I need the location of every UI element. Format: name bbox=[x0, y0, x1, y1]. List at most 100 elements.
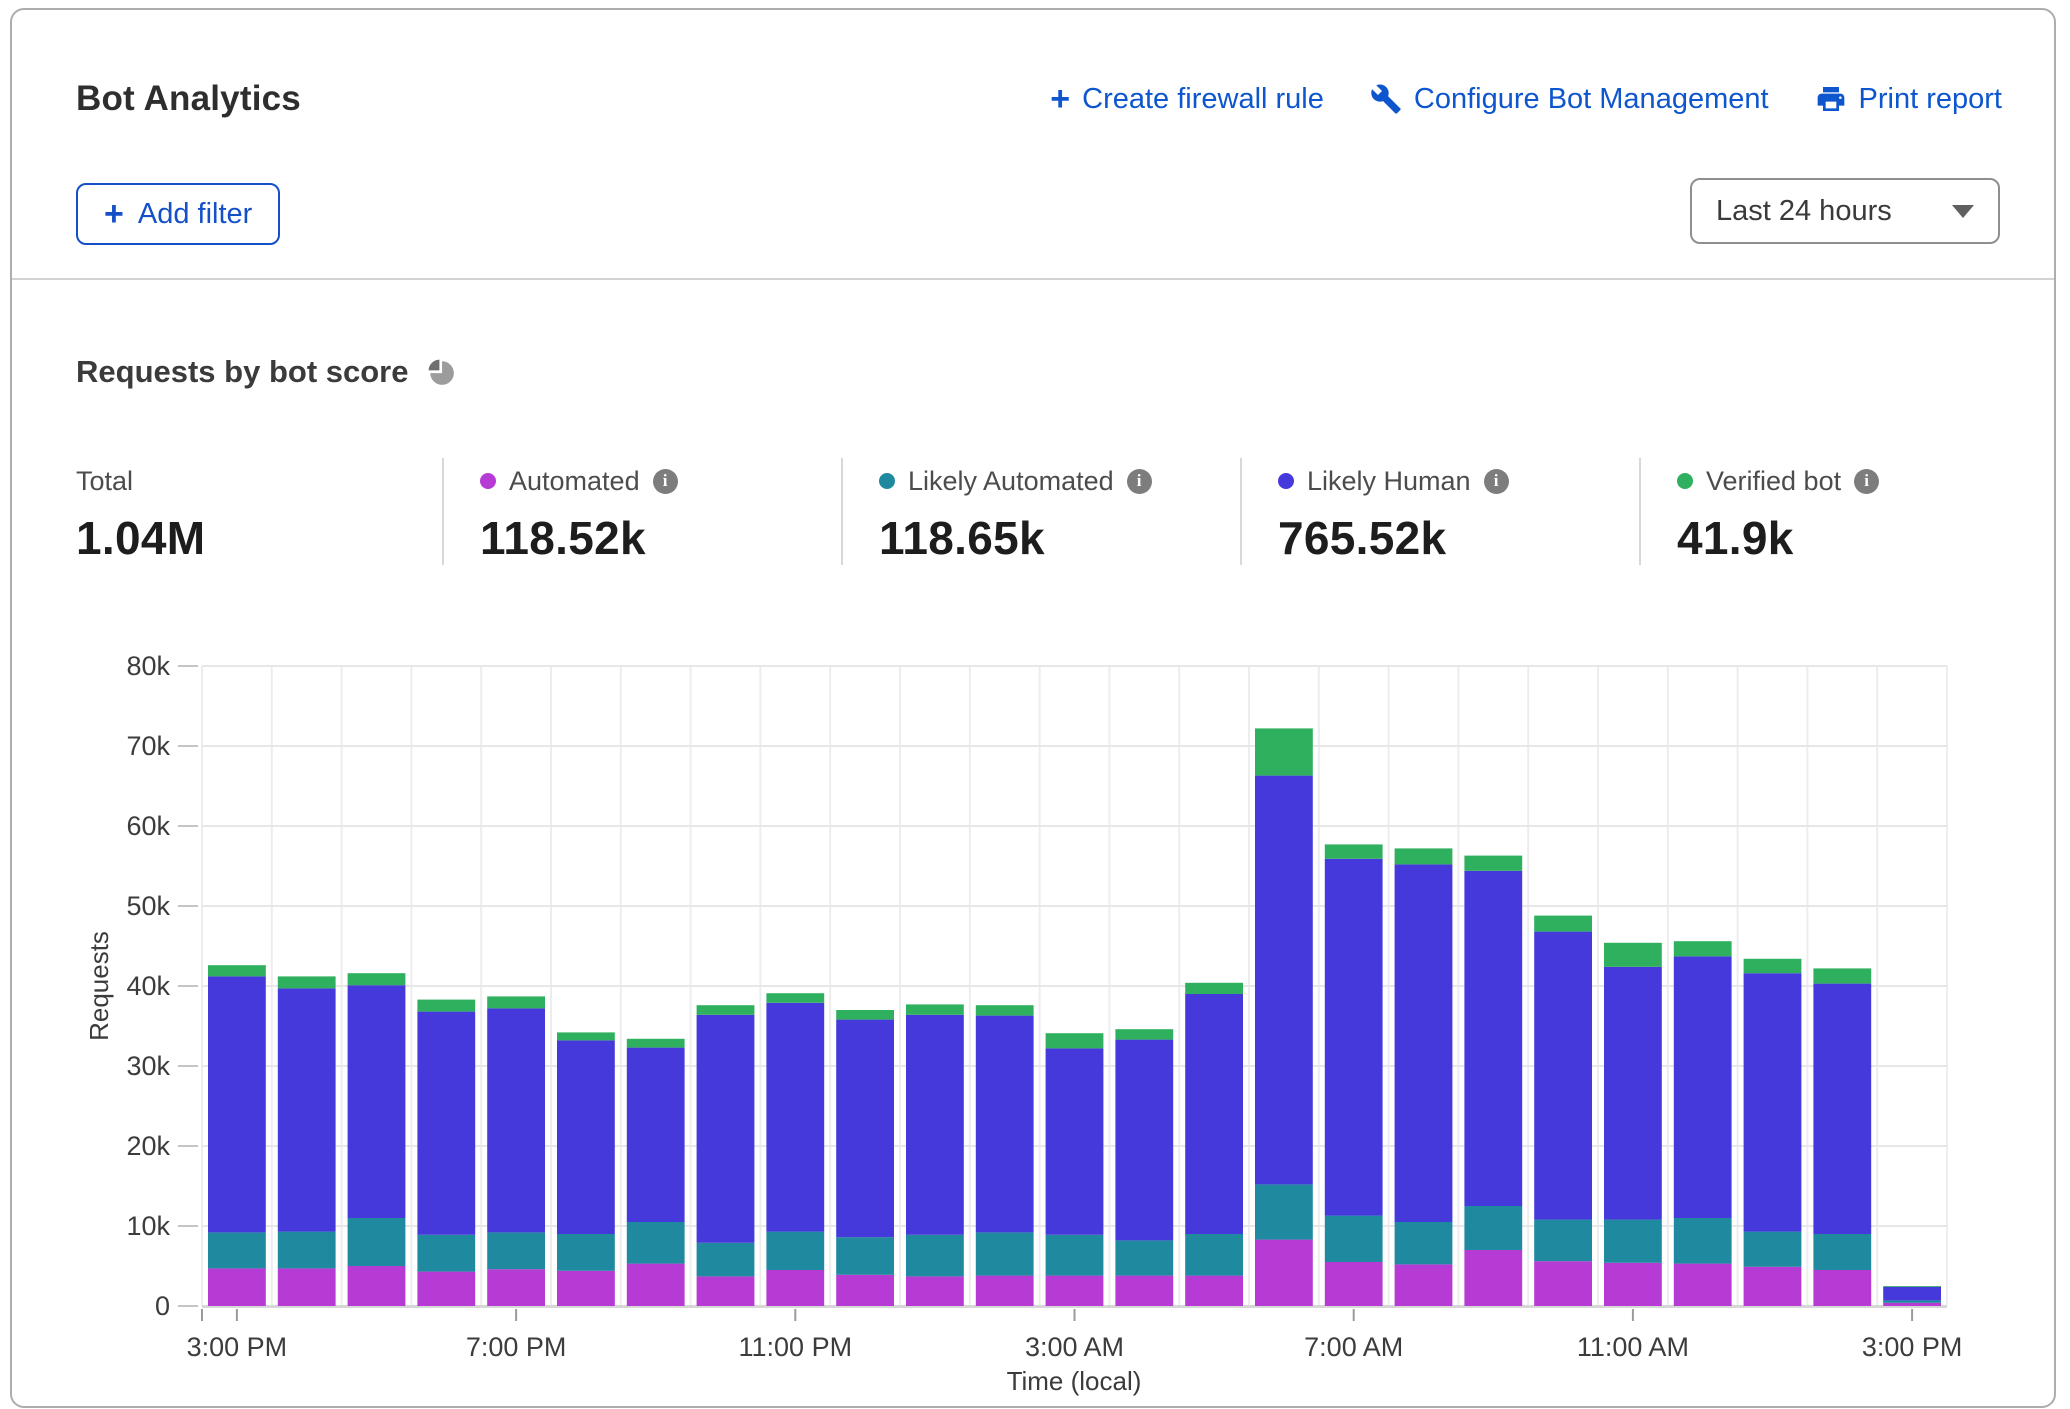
bar-segment-likely-human-9[interactable] bbox=[836, 1020, 894, 1238]
bar-segment-likely-human-6[interactable] bbox=[627, 1048, 685, 1222]
add-filter-button[interactable]: + Add filter bbox=[76, 183, 280, 245]
info-icon[interactable]: i bbox=[653, 469, 678, 494]
bar-segment-likely-human-15[interactable] bbox=[1255, 776, 1313, 1185]
bar-segment-automated-22[interactable] bbox=[1744, 1267, 1802, 1306]
bar-segment-automated-13[interactable] bbox=[1115, 1276, 1173, 1306]
info-icon[interactable]: i bbox=[1854, 469, 1879, 494]
bar-segment-likely-human-0[interactable] bbox=[208, 976, 266, 1232]
bar-segment-verified-bot-11[interactable] bbox=[976, 1005, 1034, 1015]
bar-segment-automated-9[interactable] bbox=[836, 1275, 894, 1306]
bar-segment-likely-automated-18[interactable] bbox=[1464, 1206, 1522, 1250]
bar-segment-likely-human-11[interactable] bbox=[976, 1016, 1034, 1233]
bar-segment-likely-automated-24[interactable] bbox=[1883, 1300, 1941, 1302]
bar-segment-verified-bot-1[interactable] bbox=[278, 976, 336, 988]
bar-segment-likely-human-17[interactable] bbox=[1395, 864, 1453, 1222]
bar-segment-verified-bot-7[interactable] bbox=[697, 1005, 755, 1015]
bar-segment-likely-automated-19[interactable] bbox=[1534, 1220, 1592, 1262]
bar-segment-likely-human-24[interactable] bbox=[1883, 1287, 1941, 1301]
bar-segment-automated-14[interactable] bbox=[1185, 1276, 1243, 1306]
bar-segment-likely-human-16[interactable] bbox=[1325, 859, 1383, 1216]
info-icon[interactable]: i bbox=[1484, 469, 1509, 494]
bar-segment-likely-human-4[interactable] bbox=[487, 1008, 545, 1232]
bar-segment-likely-automated-14[interactable] bbox=[1185, 1234, 1243, 1276]
bar-segment-likely-human-10[interactable] bbox=[906, 1015, 964, 1235]
bar-segment-automated-23[interactable] bbox=[1813, 1270, 1871, 1306]
bar-segment-likely-automated-10[interactable] bbox=[906, 1235, 964, 1277]
bar-segment-likely-human-5[interactable] bbox=[557, 1040, 615, 1234]
bar-segment-automated-8[interactable] bbox=[766, 1270, 824, 1306]
bar-segment-likely-automated-1[interactable] bbox=[278, 1232, 336, 1269]
bar-segment-verified-bot-12[interactable] bbox=[1046, 1033, 1104, 1048]
bar-segment-verified-bot-13[interactable] bbox=[1115, 1029, 1173, 1039]
bar-segment-verified-bot-10[interactable] bbox=[906, 1004, 964, 1014]
bar-segment-automated-10[interactable] bbox=[906, 1276, 964, 1306]
bar-segment-automated-20[interactable] bbox=[1604, 1263, 1662, 1306]
bar-segment-automated-7[interactable] bbox=[697, 1276, 755, 1306]
bar-segment-automated-4[interactable] bbox=[487, 1269, 545, 1306]
bar-segment-likely-human-13[interactable] bbox=[1115, 1040, 1173, 1241]
bar-segment-verified-bot-17[interactable] bbox=[1395, 848, 1453, 864]
bar-segment-verified-bot-0[interactable] bbox=[208, 965, 266, 976]
bar-segment-verified-bot-18[interactable] bbox=[1464, 856, 1522, 871]
configure-bot-management-link[interactable]: Configure Bot Management bbox=[1370, 83, 1769, 116]
bar-segment-likely-automated-17[interactable] bbox=[1395, 1222, 1453, 1264]
bar-segment-likely-human-3[interactable] bbox=[417, 1012, 475, 1235]
bar-segment-automated-19[interactable] bbox=[1534, 1261, 1592, 1306]
bar-segment-likely-automated-6[interactable] bbox=[627, 1222, 685, 1264]
bar-segment-likely-automated-9[interactable] bbox=[836, 1237, 894, 1275]
bar-segment-likely-automated-4[interactable] bbox=[487, 1232, 545, 1269]
bar-segment-likely-human-1[interactable] bbox=[278, 988, 336, 1231]
bar-segment-verified-bot-3[interactable] bbox=[417, 1000, 475, 1012]
bar-segment-verified-bot-21[interactable] bbox=[1674, 941, 1732, 956]
info-icon[interactable]: i bbox=[1127, 469, 1152, 494]
bar-segment-verified-bot-8[interactable] bbox=[766, 993, 824, 1003]
bar-segment-likely-automated-5[interactable] bbox=[557, 1234, 615, 1271]
bar-segment-verified-bot-23[interactable] bbox=[1813, 968, 1871, 983]
bar-segment-likely-human-8[interactable] bbox=[766, 1003, 824, 1232]
bar-segment-likely-automated-23[interactable] bbox=[1813, 1234, 1871, 1270]
bar-segment-likely-human-12[interactable] bbox=[1046, 1048, 1104, 1234]
print-report-link[interactable]: Print report bbox=[1815, 83, 2002, 116]
bar-segment-likely-human-2[interactable] bbox=[348, 985, 406, 1218]
bar-segment-automated-24[interactable] bbox=[1883, 1303, 1941, 1306]
bar-segment-verified-bot-22[interactable] bbox=[1744, 959, 1802, 973]
bar-segment-verified-bot-6[interactable] bbox=[627, 1039, 685, 1048]
bar-segment-likely-human-22[interactable] bbox=[1744, 973, 1802, 1231]
bar-segment-likely-automated-11[interactable] bbox=[976, 1232, 1034, 1275]
bar-segment-automated-12[interactable] bbox=[1046, 1276, 1104, 1306]
bar-segment-automated-1[interactable] bbox=[278, 1268, 336, 1306]
bar-segment-automated-15[interactable] bbox=[1255, 1240, 1313, 1306]
bar-segment-likely-automated-16[interactable] bbox=[1325, 1216, 1383, 1262]
bar-segment-automated-0[interactable] bbox=[208, 1268, 266, 1306]
bar-segment-likely-human-18[interactable] bbox=[1464, 871, 1522, 1206]
time-range-dropdown[interactable]: Last 24 hours bbox=[1690, 178, 2000, 244]
bar-segment-verified-bot-2[interactable] bbox=[348, 973, 406, 985]
bar-segment-automated-11[interactable] bbox=[976, 1276, 1034, 1306]
bar-segment-likely-automated-20[interactable] bbox=[1604, 1220, 1662, 1263]
bar-segment-automated-6[interactable] bbox=[627, 1264, 685, 1306]
bar-segment-likely-human-7[interactable] bbox=[697, 1015, 755, 1243]
bar-segment-automated-5[interactable] bbox=[557, 1271, 615, 1306]
bar-segment-automated-18[interactable] bbox=[1464, 1250, 1522, 1306]
bar-segment-likely-automated-21[interactable] bbox=[1674, 1218, 1732, 1264]
bar-segment-likely-automated-13[interactable] bbox=[1115, 1240, 1173, 1275]
bar-segment-likely-automated-22[interactable] bbox=[1744, 1232, 1802, 1267]
bar-segment-likely-automated-3[interactable] bbox=[417, 1235, 475, 1272]
bar-segment-verified-bot-16[interactable] bbox=[1325, 844, 1383, 858]
bar-segment-verified-bot-14[interactable] bbox=[1185, 983, 1243, 994]
bar-segment-verified-bot-20[interactable] bbox=[1604, 943, 1662, 967]
create-firewall-rule-link[interactable]: + Create firewall rule bbox=[1050, 82, 1324, 116]
bar-segment-likely-human-23[interactable] bbox=[1813, 984, 1871, 1234]
bar-segment-verified-bot-24[interactable] bbox=[1883, 1286, 1941, 1287]
bar-segment-automated-17[interactable] bbox=[1395, 1264, 1453, 1306]
bar-segment-verified-bot-15[interactable] bbox=[1255, 728, 1313, 775]
bar-segment-likely-human-14[interactable] bbox=[1185, 994, 1243, 1234]
bar-segment-likely-human-19[interactable] bbox=[1534, 932, 1592, 1220]
bar-segment-verified-bot-5[interactable] bbox=[557, 1032, 615, 1040]
bar-segment-likely-automated-8[interactable] bbox=[766, 1232, 824, 1270]
bar-segment-likely-automated-15[interactable] bbox=[1255, 1184, 1313, 1239]
bar-segment-automated-2[interactable] bbox=[348, 1266, 406, 1306]
bar-segment-automated-21[interactable] bbox=[1674, 1264, 1732, 1306]
bar-segment-likely-human-20[interactable] bbox=[1604, 967, 1662, 1220]
bar-segment-likely-automated-7[interactable] bbox=[697, 1243, 755, 1277]
